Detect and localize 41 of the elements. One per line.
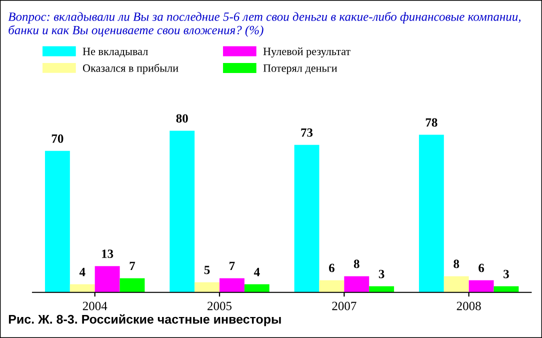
data-label: 6 [329,264,334,272]
data-label: 4 [254,268,260,276]
bar [194,282,220,292]
text: Рис. Ж. 8-3. Российские частные инвесторы [8,314,281,326]
data-label: 8 [454,260,460,268]
x-tick-label: 2005 [208,302,232,310]
data-label: 78 [426,118,438,127]
legend-label: Нулевой результат [263,47,350,58]
bar [418,134,444,292]
data-label: 5 [204,266,210,274]
bar [120,278,145,292]
legend-label: Не вкладывал [82,48,148,58]
bar [294,144,320,292]
data-label: 8 [354,260,360,268]
data-label: 4 [79,268,86,276]
bar [244,284,270,292]
bar [369,286,394,292]
data-label: 73 [301,128,313,137]
bar [220,278,244,292]
data-label: 6 [478,264,484,272]
x-tick-label: 2008 [456,302,481,310]
data-label: 80 [176,114,188,123]
bar [319,280,344,292]
bar [444,276,469,292]
bar [344,276,370,292]
chart-title: Вопрос: вкладывали ли Вы за последние 5-6 лет свои деньги в какие-либо финансовые компании, банки и как Вы оцениваете свои вложения? (%) [8,12,521,37]
data-label: 7 [230,262,235,270]
bar [44,150,70,292]
legend-label: Потерял деньги [263,64,338,74]
bar [468,280,494,292]
x-tick-label: 2004 [82,302,108,310]
bar [94,266,120,292]
data-label: 3 [504,270,509,278]
data-label: 3 [378,270,384,278]
bar [70,284,95,292]
data-label: 7 [130,262,136,270]
data-label: 70 [52,134,64,143]
bar [170,130,195,292]
data-label: 13 [102,250,114,258]
x-tick-label: 2007 [332,302,356,310]
legend-label: Оказался в прибыли [82,64,178,74]
